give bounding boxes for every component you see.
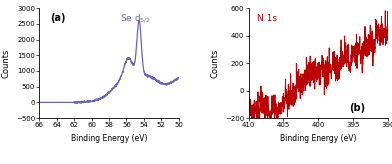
Text: Se d$_{5/2}$: Se d$_{5/2}$ (120, 13, 151, 25)
Text: N 1s: N 1s (257, 14, 277, 23)
Text: (b): (b) (349, 103, 365, 113)
Y-axis label: Counts: Counts (211, 48, 220, 78)
Text: (a): (a) (50, 13, 66, 23)
X-axis label: Binding Energy (eV): Binding Energy (eV) (71, 134, 147, 143)
Y-axis label: Counts: Counts (1, 48, 10, 78)
X-axis label: Binding Energy (eV): Binding Energy (eV) (280, 134, 357, 143)
